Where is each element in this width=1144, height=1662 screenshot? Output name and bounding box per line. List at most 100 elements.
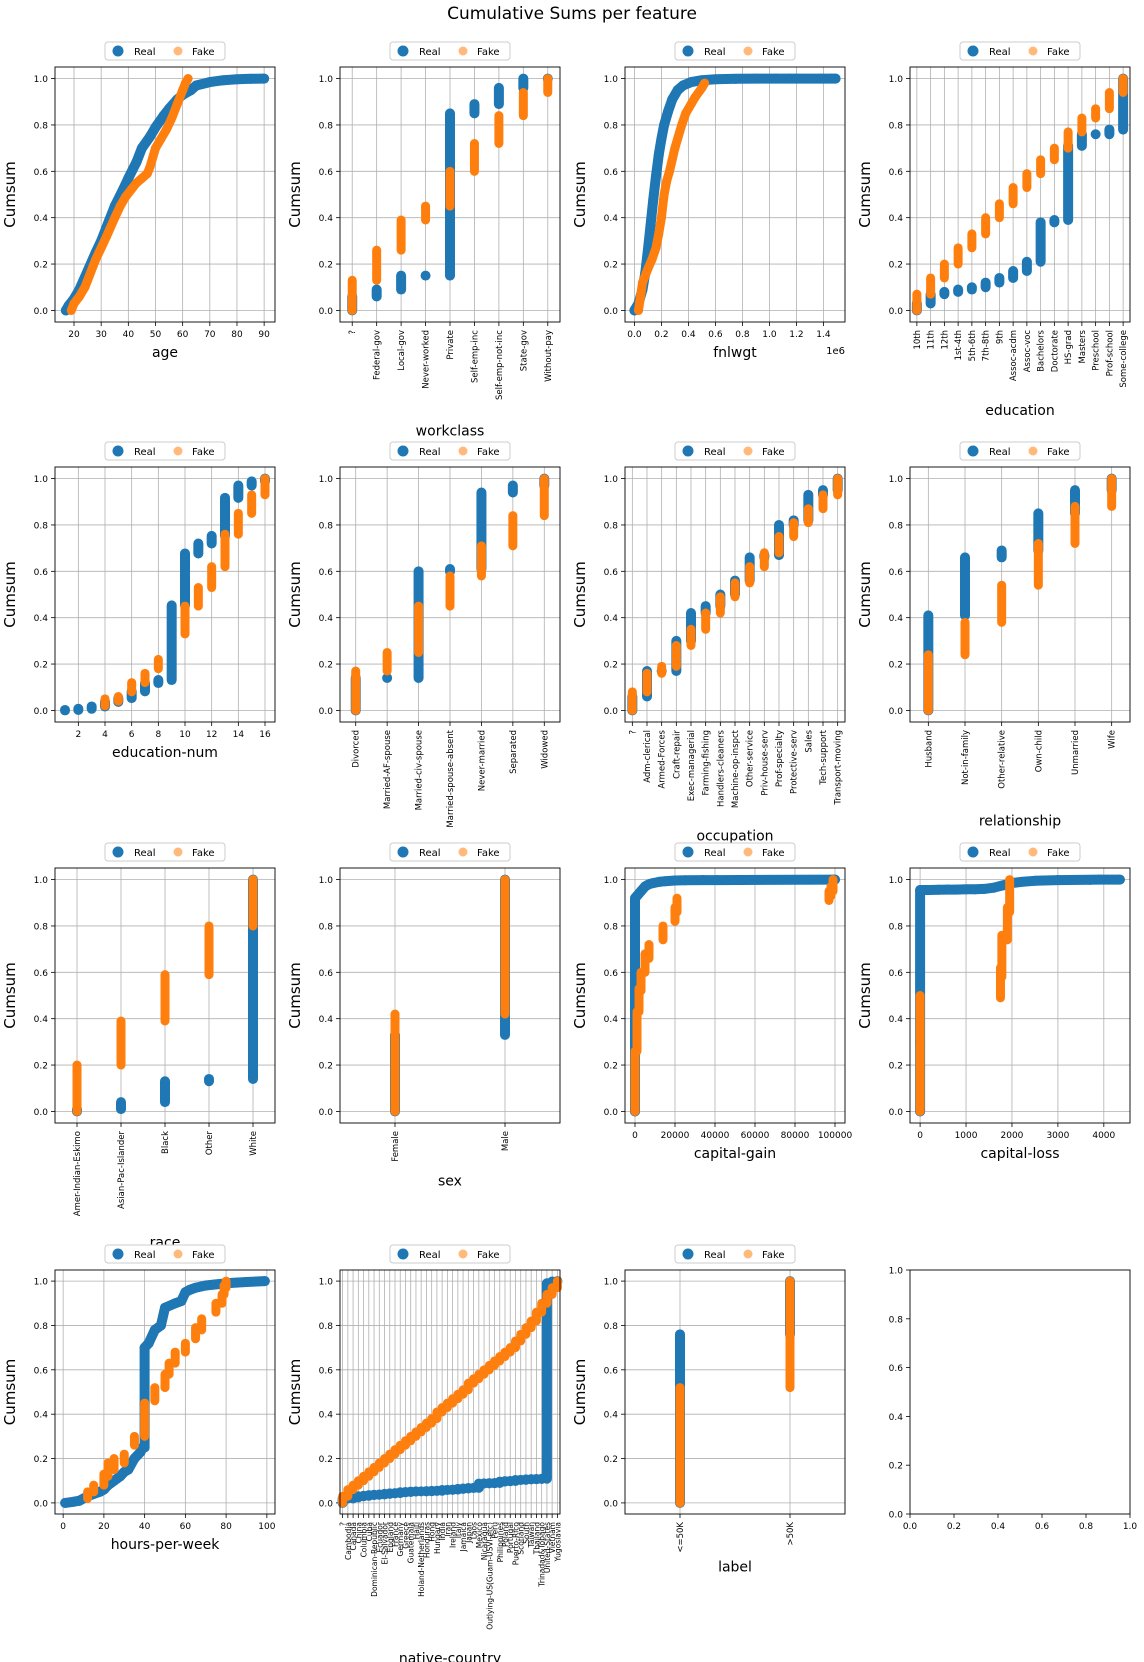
data-point: [150, 122, 161, 133]
x-tick-label: Some-college: [1119, 330, 1129, 388]
x-tick-label: Prof-specialty: [775, 730, 785, 787]
legend-marker-fake: [743, 1249, 753, 1259]
x-axis-label: hours-per-week: [111, 1537, 221, 1553]
x-tick-label: Vietnam: [548, 1522, 557, 1553]
data-point: [677, 120, 687, 130]
legend-label-fake: Fake: [1047, 47, 1070, 58]
data-point: [667, 94, 678, 105]
data-point: [651, 170, 662, 181]
legend-label-fake: Fake: [192, 848, 215, 859]
x-tick-label: 50: [150, 330, 162, 340]
series-fake: [627, 474, 843, 715]
x-tick-label: Greece: [401, 1522, 410, 1549]
data-point: [663, 106, 674, 117]
x-tick-label: Honduras: [422, 1522, 431, 1558]
data-point: [178, 85, 188, 95]
data-point: [662, 176, 672, 186]
x-tick-label: ?: [628, 730, 638, 735]
x-tick-label: France: [391, 1522, 400, 1547]
legend-box: [674, 1244, 796, 1264]
y-tick-label: 0.0: [34, 707, 49, 717]
x-tick-label: 0.6: [1035, 1522, 1050, 1532]
legend-label-real: Real: [419, 1250, 441, 1261]
series-real: [915, 874, 1125, 1117]
legend-box: [389, 842, 511, 862]
axes-frame: [909, 1269, 1131, 1515]
x-tick-label: 10th: [913, 330, 923, 350]
data-point: [636, 287, 646, 297]
x-tick-label: 10: [179, 730, 191, 740]
data-point: [1052, 875, 1063, 886]
subplot-age: 20 30 40 50 60 70 80 90 0.0 0.2 0.4 0.6 0.8 1.0 Real Fa…: [1, 41, 276, 361]
x-tick-label: 1st-4th: [954, 330, 964, 360]
legend-marker-real: [682, 1248, 694, 1260]
plot-area: [910, 467, 1130, 722]
data-point: [60, 1497, 71, 1508]
data-point: [667, 155, 677, 165]
x-tick-label: 4000: [1092, 1131, 1115, 1141]
y-tick-label: 0.2: [34, 261, 48, 271]
x-tick-label: Other-relative: [998, 730, 1008, 789]
x-tick-label: 0.4: [991, 1522, 1006, 1532]
legend-label-real: Real: [989, 848, 1011, 859]
legend-box: [389, 41, 511, 61]
x-axis-label: education-num: [112, 745, 218, 761]
data-point: [158, 110, 169, 121]
y-tick-label: 0.8: [34, 922, 49, 932]
y-tick-label: 0.2: [604, 1455, 618, 1465]
legend-label-fake: Fake: [1047, 447, 1070, 458]
y-axis-label: Cumsum: [571, 1359, 589, 1426]
x-tick-label: Yugoslavia: [553, 1522, 562, 1563]
x-tick-label: Exec-managerial: [687, 730, 697, 801]
y-tick-label: 0.2: [889, 661, 903, 671]
axes-frame: [54, 66, 276, 323]
data-point: [678, 80, 689, 91]
x-tick-label: 40: [139, 1522, 151, 1532]
subplot-sex: Female Male 0.0 0.2 0.4 0.6 0.8 1.0 Real Fake Cums…: [286, 842, 561, 1190]
y-tick-label: 0.8: [604, 521, 619, 531]
y-tick-label: 0.6: [889, 1364, 904, 1374]
x-tick-label: Not-in-family: [961, 730, 971, 785]
y-tick-label: 0.6: [34, 969, 49, 979]
data-point: [933, 884, 944, 895]
data-point: [121, 192, 131, 202]
y-tick-label: 0.8: [604, 1322, 619, 1332]
y-axis-label: Cumsum: [286, 1359, 304, 1426]
data-point: [110, 213, 120, 223]
y-tick-label: 1.0: [604, 75, 619, 85]
data-point: [142, 169, 152, 179]
x-tick-label: 0.2: [654, 330, 668, 340]
series-fake: [100, 474, 270, 711]
data-point: [791, 73, 802, 84]
series-fake: [72, 875, 258, 1116]
data-point: [155, 1320, 166, 1331]
data-point: [988, 882, 999, 893]
axes-frame: [624, 66, 846, 323]
data-point: [115, 201, 125, 211]
data-point: [231, 1277, 242, 1288]
data-point: [66, 305, 76, 315]
x-tick-label: 30: [95, 330, 107, 340]
legend-label-real: Real: [419, 447, 441, 458]
legend-label-fake: Fake: [1047, 848, 1070, 859]
data-point: [160, 1302, 170, 1313]
x-tick-label: Widowed: [540, 730, 550, 769]
axes-frame: [54, 1269, 276, 1515]
data-point: [83, 275, 93, 285]
legend-marker-real: [682, 846, 694, 858]
x-tick-label: Separated: [509, 730, 519, 774]
legend-box: [389, 441, 511, 461]
y-axis-label: Cumsum: [286, 962, 304, 1029]
x-tick-label: >50K: [786, 1522, 796, 1546]
axes-frame: [339, 1269, 561, 1515]
y-axis-label: Cumsum: [856, 161, 874, 228]
data-point: [660, 876, 670, 887]
subplot-workclass: ? Federal-gov Local-gov Never-worked Private…: [286, 41, 561, 440]
y-tick-label: 0.0: [604, 307, 619, 317]
x-tick-label: Philippines: [496, 1522, 505, 1563]
x-tick-label: Guatemala: [407, 1522, 416, 1563]
data-point: [830, 73, 841, 84]
x-tick-label: Puerto-Rico: [511, 1522, 520, 1566]
x-tick-label: Iran: [443, 1522, 452, 1537]
